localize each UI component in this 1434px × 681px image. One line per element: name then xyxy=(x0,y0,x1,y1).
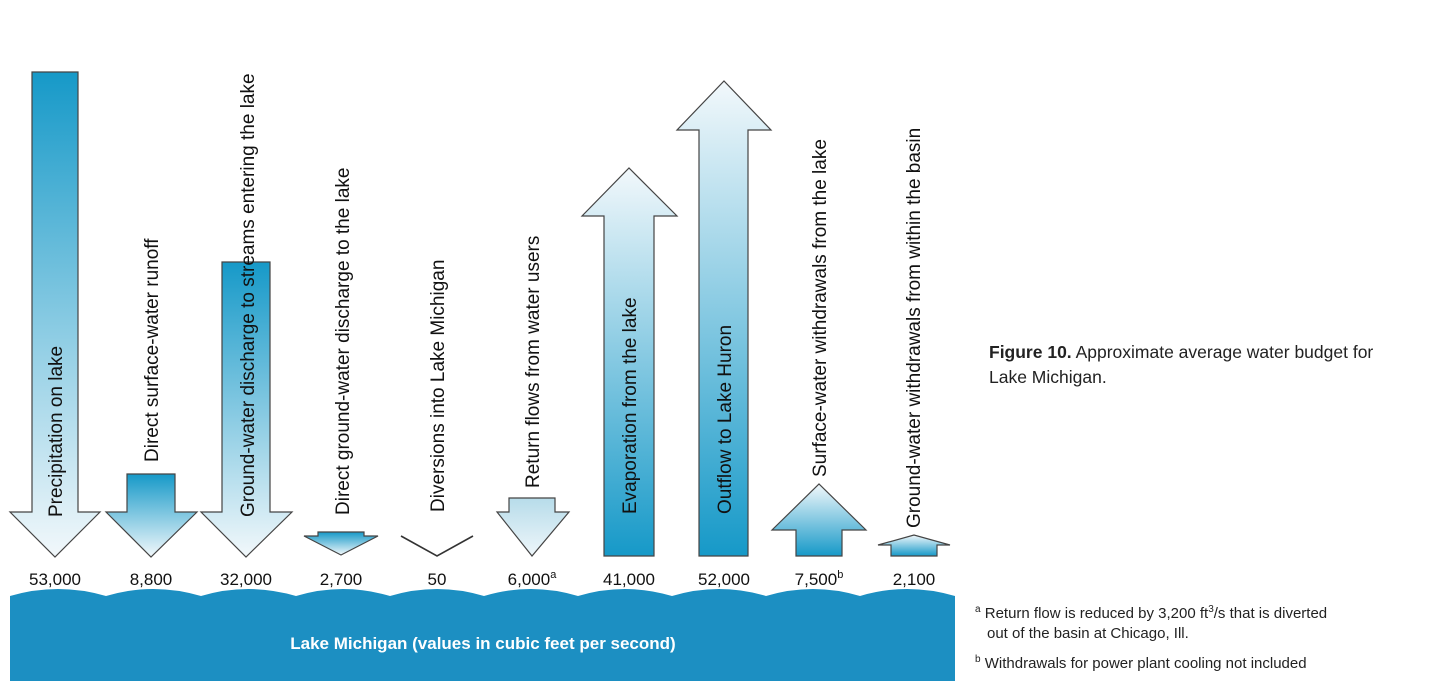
flow-label-gw-to-streams: Ground-water discharge to streams enteri… xyxy=(238,73,259,517)
flow-value-evaporation: 41,000 xyxy=(603,570,655,589)
flow-value-sw-withdrawals-group: 7,500b xyxy=(795,569,844,589)
footnote-b: b Withdrawals for power plant cooling no… xyxy=(975,650,1425,674)
footnote-a-text-1: Return flow is reduced by 3,200 ft xyxy=(984,605,1209,622)
footnote-a-mark: a xyxy=(975,604,981,615)
flow-label-diversions: Diversions into Lake Michigan xyxy=(428,260,449,512)
footnote-a-text-3: out of the basin at Chicago, Ill. xyxy=(987,625,1189,642)
figure-caption-label: Figure 10. xyxy=(989,342,1072,362)
flow-arrow-gw-to-streams: Ground-water discharge to streams enteri… xyxy=(199,73,294,558)
flow-value-return-flows-group: 6,000a xyxy=(508,569,558,589)
flow-arrow-return-flows: Return flows from water users xyxy=(495,236,571,557)
flow-value-surface-runoff: 8,800 xyxy=(130,570,173,589)
lake-shape xyxy=(10,589,955,681)
flow-values-row: 53,000 8,800 32,000 2,700 50 6,000a 41,0… xyxy=(29,569,935,589)
flow-label-evaporation: Evaporation from the lake xyxy=(620,297,641,514)
flow-arrow-gw-withdrawals: Ground-water withdrawals from within the… xyxy=(877,128,951,557)
flow-value-gw-to-streams: 32,000 xyxy=(220,570,272,589)
lake-body: Lake Michigan (values in cubic feet per … xyxy=(10,589,955,681)
flow-arrow-outflow-huron: Outflow to Lake Huron xyxy=(675,80,773,557)
flow-arrow-direct-gw: Direct ground-water discharge to the lak… xyxy=(303,168,379,556)
footnote-a-sup: 3 xyxy=(1208,604,1214,615)
lake-label: Lake Michigan (values in cubic feet per … xyxy=(290,634,675,653)
footnote-mark-a: a xyxy=(550,569,557,581)
flow-value-precipitation: 53,000 xyxy=(29,570,81,589)
flow-label-outflow-huron: Outflow to Lake Huron xyxy=(715,325,736,514)
figure-caption: Figure 10. Approximate average water bud… xyxy=(989,340,1409,390)
flow-value-direct-gw: 2,700 xyxy=(320,570,363,589)
flow-value-diversions: 50 xyxy=(428,570,447,589)
flow-arrow-surface-runoff: Direct surface-water runoff xyxy=(104,238,199,558)
flow-value-gw-withdrawals: 2,100 xyxy=(893,570,936,589)
footnote-mark-b: b xyxy=(837,569,843,581)
flow-label-surface-runoff: Direct surface-water runoff xyxy=(142,238,163,462)
flow-value-return-flows: 6,000 xyxy=(508,570,551,589)
flow-label-precipitation: Precipitation on lake xyxy=(46,346,67,517)
footnote-b-text: Withdrawals for power plant cooling not … xyxy=(984,655,1307,672)
footnote-b-mark: b xyxy=(975,654,981,665)
figure-caption-text: Approximate average water budget for Lak… xyxy=(989,342,1374,387)
flow-value-sw-withdrawals: 7,500 xyxy=(795,570,838,589)
footnote-a-text-2: /s that is diverted xyxy=(1213,605,1328,622)
flow-value-outflow-huron: 52,000 xyxy=(698,570,750,589)
flow-label-return-flows: Return flows from water users xyxy=(523,236,544,488)
flow-arrow-sw-withdrawals: Surface-water withdrawals from the lake xyxy=(770,139,868,557)
flow-arrow-precipitation: Precipitation on lake xyxy=(8,71,102,558)
flow-label-direct-gw: Direct ground-water discharge to the lak… xyxy=(333,168,354,515)
flow-label-gw-withdrawals: Ground-water withdrawals from within the… xyxy=(904,128,925,528)
footnote-a: a Return flow is reduced by 3,200 ft3/s … xyxy=(975,600,1425,644)
flow-label-sw-withdrawals: Surface-water withdrawals from the lake xyxy=(810,139,831,477)
flow-arrow-evaporation: Evaporation from the lake xyxy=(580,167,679,557)
flow-arrow-diversions: Diversions into Lake Michigan xyxy=(400,260,474,557)
